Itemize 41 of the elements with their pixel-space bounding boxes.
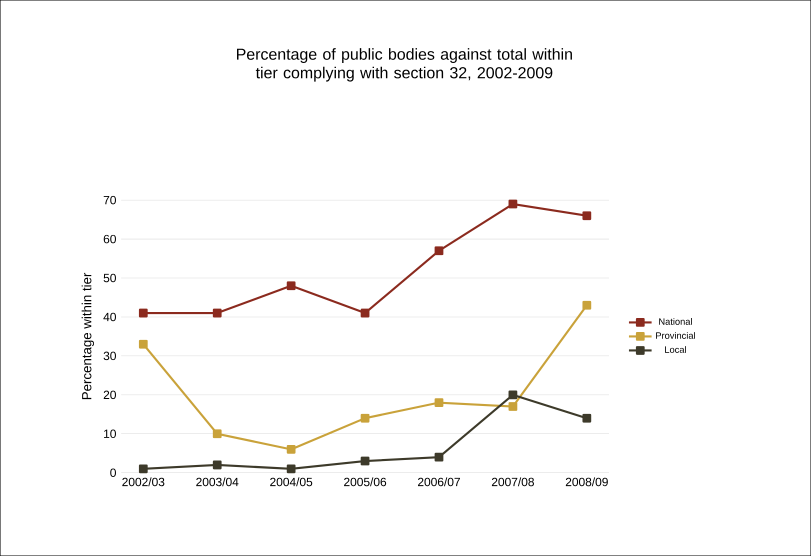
y-tick-label: 40 [103, 312, 116, 322]
x-tick-label: 2008/09 [566, 477, 608, 486]
y-tick-label: 0 [110, 468, 116, 477]
legend-label: National [659, 318, 692, 325]
point [212, 308, 222, 318]
point [508, 390, 518, 400]
point [286, 444, 296, 454]
point [582, 211, 592, 220]
point [138, 464, 148, 474]
legend-label: Provincial [656, 332, 695, 339]
chart-title: Percentage of public bodies against total within tier complying with section 32, 2002-2009 [237, 48, 572, 82]
y-tick-label: 70 [104, 196, 116, 204]
y-tick-label: 30 [104, 352, 116, 360]
x-tick-label: 2007/08 [492, 477, 534, 486]
point [138, 340, 148, 349]
point [508, 402, 518, 411]
point [434, 452, 444, 462]
x-tick-label: 2003/04 [196, 477, 238, 486]
point [360, 456, 370, 466]
y-tick-label: 10 [104, 430, 116, 438]
point [434, 246, 444, 256]
point [360, 414, 370, 423]
point [138, 308, 148, 318]
y-tick-label: 20 [104, 390, 116, 400]
x-tick-label: 2005/06 [344, 477, 386, 486]
point [212, 460, 222, 470]
point [360, 308, 370, 318]
point [286, 464, 296, 474]
point [286, 281, 296, 290]
point [212, 429, 222, 438]
x-tick-label: 2002/03 [122, 477, 164, 486]
point [582, 300, 592, 310]
x-tick-label: 2004/05 [270, 477, 312, 486]
point [508, 200, 518, 208]
y-axis-title: Percentage within tier [82, 272, 94, 400]
y-tick-label: 60 [104, 234, 116, 244]
x-tick-label: 2006/07 [418, 477, 460, 486]
point [582, 414, 592, 423]
legend-label: Local [665, 346, 686, 353]
point [434, 398, 444, 407]
y-tick-label: 50 [104, 274, 116, 282]
